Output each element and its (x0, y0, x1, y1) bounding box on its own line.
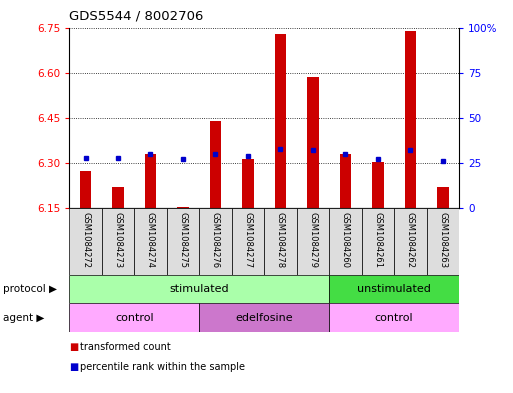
Bar (177, 207, 189, 208)
Bar (340, 154, 351, 208)
Bar (329, 208, 362, 275)
Bar (329, 275, 459, 303)
Bar (307, 77, 319, 208)
Text: unstimulated: unstimulated (357, 284, 431, 294)
Text: control: control (115, 312, 153, 323)
Text: GSM1084278: GSM1084278 (276, 211, 285, 268)
Text: ■: ■ (69, 342, 78, 353)
Text: control: control (375, 312, 413, 323)
Text: GSM1084262: GSM1084262 (406, 211, 415, 268)
Bar (394, 208, 427, 275)
Bar (112, 187, 124, 208)
Bar (329, 303, 459, 332)
Text: GSM1084276: GSM1084276 (211, 211, 220, 268)
Bar (80, 171, 91, 208)
Text: GSM1084260: GSM1084260 (341, 211, 350, 268)
Bar (362, 208, 394, 275)
Text: edelfosine: edelfosine (235, 312, 293, 323)
Bar (405, 31, 416, 208)
Text: ■: ■ (69, 362, 78, 372)
Text: GSM1084274: GSM1084274 (146, 211, 155, 268)
Bar (275, 33, 286, 208)
Text: GSM1084275: GSM1084275 (179, 211, 187, 268)
Text: agent ▶: agent ▶ (3, 312, 44, 323)
Bar (427, 208, 459, 275)
Bar (297, 208, 329, 275)
Text: GDS5544 / 8002706: GDS5544 / 8002706 (69, 10, 204, 23)
Text: protocol ▶: protocol ▶ (3, 284, 56, 294)
Bar (437, 187, 448, 208)
Bar (372, 162, 384, 208)
Text: GSM1084277: GSM1084277 (244, 211, 252, 268)
Text: GSM1084273: GSM1084273 (113, 211, 123, 268)
Bar (242, 158, 253, 208)
Bar (199, 208, 232, 275)
Bar (232, 208, 264, 275)
Text: percentile rank within the sample: percentile rank within the sample (80, 362, 245, 372)
Bar (69, 275, 329, 303)
Bar (134, 208, 167, 275)
Bar (264, 208, 297, 275)
Bar (167, 208, 199, 275)
Bar (199, 303, 329, 332)
Text: transformed count: transformed count (80, 342, 170, 353)
Text: stimulated: stimulated (169, 284, 229, 294)
Text: GSM1084272: GSM1084272 (81, 211, 90, 268)
Bar (210, 121, 221, 208)
Bar (102, 208, 134, 275)
Bar (145, 154, 156, 208)
Bar (69, 303, 199, 332)
Text: GSM1084261: GSM1084261 (373, 211, 382, 268)
Bar (69, 208, 102, 275)
Text: GSM1084263: GSM1084263 (439, 211, 447, 268)
Text: GSM1084279: GSM1084279 (308, 211, 318, 268)
